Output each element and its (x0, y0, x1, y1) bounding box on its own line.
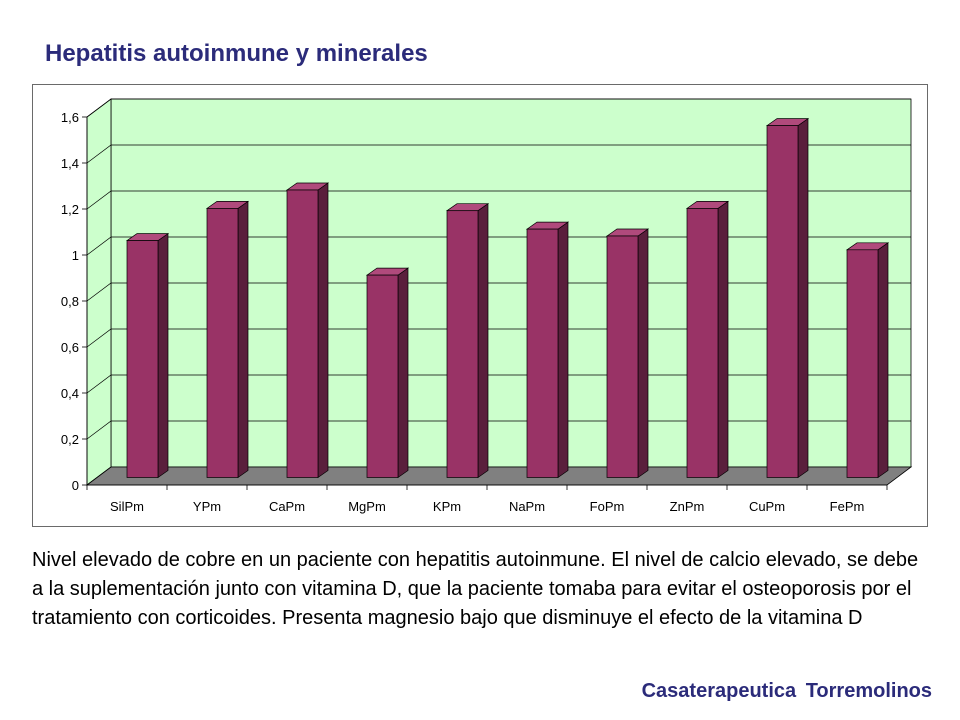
y-tick-label: 1 (72, 248, 79, 263)
bar-side-FoPm (637, 228, 649, 479)
bar-MgPm (366, 274, 399, 478)
bar-SilPm (126, 240, 159, 478)
y-tick-label: 0 (72, 478, 79, 493)
bar-NaPm (526, 228, 559, 478)
x-tick-label: NaPm (509, 499, 545, 514)
x-tick-label: FePm (830, 499, 865, 514)
x-tick-label: MgPm (348, 499, 386, 514)
bar-FePm (846, 249, 879, 478)
gridline (86, 98, 911, 118)
bar-KPm (446, 210, 479, 478)
x-tick-label: KPm (433, 499, 461, 514)
y-tick-label: 1,4 (61, 156, 79, 171)
x-tick-label: SilPm (110, 499, 144, 514)
gridline (86, 144, 911, 164)
footer-credit: Casaterapeutica Torremolinos (641, 680, 932, 702)
bar-ZnPm (686, 208, 719, 478)
bar-FoPm (606, 235, 639, 478)
gridline (86, 190, 911, 210)
bar-side-CaPm (317, 182, 329, 479)
y-tick-label: 1,6 (61, 110, 79, 125)
bar-side-SilPm (157, 232, 169, 479)
bar-side-MgPm (397, 267, 409, 479)
bar-CuPm (766, 125, 799, 478)
bar-side-NaPm (557, 221, 569, 479)
x-tick-label: ZnPm (670, 499, 705, 514)
bar-side-FePm (877, 242, 889, 479)
bar-side-KPm (477, 203, 489, 479)
bar-side-CuPm (797, 117, 809, 479)
y-tick-label: 0,6 (61, 340, 79, 355)
bar-CaPm (286, 189, 319, 478)
x-tick-label: YPm (193, 499, 221, 514)
bar-side-ZnPm (717, 200, 729, 479)
bar-chart: 0 0,2 0,4 0,6 0,8 1 1,2 1,4 1,6 SilPm YPm CaPm MgPm K… (61, 98, 913, 514)
x-tick-label: CaPm (269, 499, 305, 514)
slide-title: Hepatitis autoinmune y minerales (45, 40, 428, 67)
x-tick-label: FoPm (590, 499, 625, 514)
y-tick-label: 0,2 (61, 432, 79, 447)
y-tick-label: 0,8 (61, 294, 79, 309)
y-tick-label: 1,2 (61, 202, 79, 217)
bar-side-YPm (237, 200, 249, 479)
chart-frame: 0 0,2 0,4 0,6 0,8 1 1,2 1,4 1,6 SilPm YPm CaPm MgPm K… (32, 84, 928, 527)
bar-YPm (206, 208, 239, 478)
y-tick-label: 0,4 (61, 386, 79, 401)
x-tick-label: CuPm (749, 499, 785, 514)
chart-description: Nivel elevado de cobre en un paciente co… (32, 549, 919, 629)
